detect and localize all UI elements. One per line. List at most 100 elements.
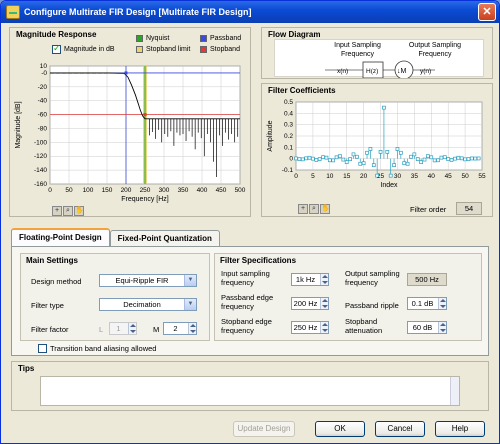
coefficient-point — [297, 157, 302, 161]
checkbox-icon[interactable] — [38, 344, 47, 353]
coefficient-point — [415, 157, 420, 161]
close-button[interactable]: ✕ — [478, 3, 496, 21]
zoom-tool-icon[interactable]: + — [52, 206, 62, 216]
nyquist-swatch — [136, 35, 143, 42]
cancel-button[interactable]: Cancel — [375, 421, 425, 437]
y-tick-label: 0.3 — [284, 122, 293, 129]
stopband-edge-label: Stopband edge frequency — [221, 317, 272, 335]
legend-label: Stopband limit — [146, 46, 191, 53]
coefficients-chart[interactable]: 0 5 10 15 20 25 30 35 40 45 50 550.50.40.30.20.10-0… — [262, 96, 492, 196]
chevron-down-icon[interactable]: ▼ — [184, 275, 196, 286]
coefficient-point — [311, 156, 315, 161]
m-value: 2 — [173, 324, 178, 333]
y-tick-label: 0 — [289, 156, 293, 163]
decimator-circle — [394, 60, 414, 78]
x-axis-label: Index — [380, 182, 398, 189]
passband-marker — [124, 71, 128, 75]
ok-button[interactable]: OK — [315, 421, 365, 437]
passband-ripple-value: 0.1 dB — [411, 299, 434, 308]
transition-aliasing-checkbox[interactable]: Transition band aliasing allowed — [38, 344, 156, 353]
stopband-atten-label: Stopband attenuation — [345, 317, 383, 335]
magnify-tool-icon[interactable]: ⌕ — [63, 206, 73, 216]
filter-type-select[interactable]: Decimation ▼ — [99, 298, 197, 311]
legend-stopband: Stopband — [200, 46, 240, 53]
m-label: M — [153, 325, 160, 334]
x-tick-label: 30 — [394, 173, 402, 180]
magnify-tool-icon[interactable]: ⌕ — [309, 204, 319, 214]
y-tick-label: 0.1 — [284, 144, 293, 151]
x-tick-label: 40 — [428, 173, 436, 180]
passband-edge-input[interactable]: 200 Hz — [291, 297, 329, 310]
pan-tool-icon[interactable]: ✋ — [74, 206, 84, 216]
stopband-marker — [143, 113, 147, 117]
l-input: 1 — [109, 322, 137, 335]
y-tick-label: -140 — [34, 167, 47, 174]
filter-type-value: Decimation — [123, 300, 161, 309]
y-tick-label: -20 — [38, 84, 48, 91]
flow-decimator: ↓M — [397, 68, 407, 75]
stopband-edge-input[interactable]: 250 Hz — [291, 321, 329, 334]
magnitude-db-checkbox[interactable]: Magnitude in dB — [52, 43, 115, 54]
coefficient-point — [317, 157, 322, 161]
coefficient-point — [442, 155, 447, 160]
coefficient-point — [334, 155, 339, 160]
x-tick-label: 5 — [311, 173, 315, 180]
filter-factor-label: Filter factor — [31, 325, 69, 334]
magnitude-chart[interactable]: 0 50 100 150 200 250 300 350 400 450 500 10-0 -20 -40… — [10, 58, 250, 208]
input-fs-input[interactable]: 1k Hz — [291, 273, 329, 286]
x-tick-label: 0 — [48, 187, 52, 194]
chevron-down-icon[interactable]: ▼ — [184, 299, 196, 310]
x-tick-label: 100 — [83, 187, 94, 194]
coefficient-point — [344, 160, 349, 165]
output-fs-value: 500 Hz — [407, 273, 447, 286]
coefficient-point — [355, 154, 359, 159]
tab-body: Main Settings Design method Equi-Ripple … — [11, 246, 489, 356]
pan-tool-icon[interactable]: ✋ — [320, 204, 330, 214]
y-tick-label: -100 — [34, 139, 47, 146]
legend-nyquist: Nyquist — [136, 35, 169, 42]
coefficient-point — [398, 150, 403, 155]
spinner-icon[interactable] — [320, 274, 328, 285]
y-tick-label: 0.4 — [284, 110, 293, 117]
stopband-atten-input[interactable]: 60 dB — [407, 321, 447, 334]
title-bar[interactable]: Configure Multirate FIR Design [Multirat… — [1, 1, 499, 23]
x-tick-label: 45 — [445, 173, 453, 180]
coefficient-point — [324, 155, 329, 160]
x-axis-label: Frequency [Hz] — [121, 196, 169, 203]
l-value: 1 — [116, 324, 121, 333]
coefficient-point — [388, 173, 393, 178]
coefficient-point — [358, 161, 363, 166]
input-fs-label: Input sampling frequency — [221, 269, 270, 287]
passband-ripple-input[interactable]: 0.1 dB — [407, 297, 447, 310]
y-axis-label: Magnitude [dB] — [15, 101, 22, 148]
zoom-tool-icon[interactable]: + — [298, 204, 308, 214]
coefficient-point — [436, 158, 440, 163]
spinner-icon[interactable] — [438, 322, 446, 333]
flow-title: Flow Diagram — [268, 30, 321, 39]
coefficient-point — [382, 105, 386, 110]
coefficient-point — [307, 155, 312, 160]
coefficient-point — [341, 157, 346, 162]
design-method-select[interactable]: Equi-Ripple FIR ▼ — [99, 274, 197, 287]
coefficient-point — [426, 154, 430, 159]
check-icon[interactable] — [52, 43, 61, 54]
spinner-icon[interactable] — [320, 322, 328, 333]
tab-floating-point[interactable]: Floating-Point Design — [11, 228, 110, 246]
tips-scrollbar[interactable] — [450, 377, 459, 405]
filter-specs-title: Filter Specifications — [220, 256, 297, 265]
design-method-label: Design method — [31, 277, 82, 286]
stopband-limit-swatch — [136, 46, 143, 53]
passband-edge-value: 200 Hz — [293, 299, 318, 308]
coefficient-point — [385, 150, 390, 154]
tab-fixed-point[interactable]: Fixed-Point Quantization — [109, 230, 220, 246]
spinner-icon[interactable] — [320, 298, 328, 309]
coefficients-title: Filter Coefficients — [268, 86, 336, 95]
spinner-icon[interactable] — [188, 323, 196, 334]
coefficient-point — [300, 157, 305, 162]
m-input[interactable]: 2 — [163, 322, 197, 335]
spinner-icon[interactable] — [438, 298, 446, 309]
coefficient-point — [314, 158, 319, 162]
update-design-button[interactable]: Update Design — [233, 421, 295, 437]
help-button[interactable]: Help — [435, 421, 485, 437]
